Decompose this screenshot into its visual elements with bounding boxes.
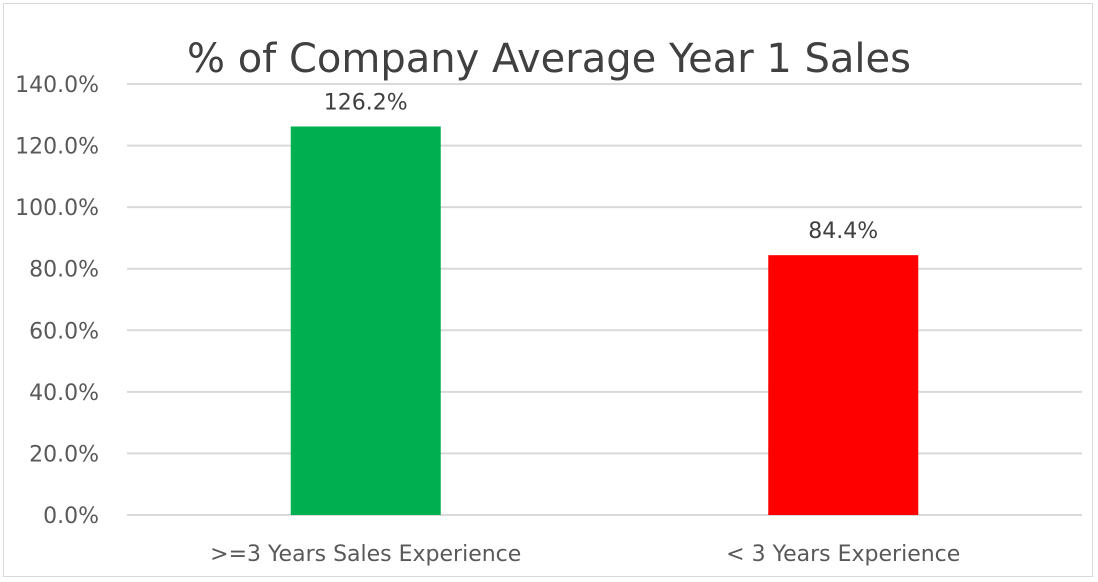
x-category-label: >=3 Years Sales Experience [210,542,521,567]
bar [768,255,919,515]
x-category-label: < 3 Years Experience [726,542,960,567]
data-labels: 126.2% 84.4% [324,90,878,244]
y-tick-label: 80.0% [29,258,99,283]
bars [290,126,919,515]
y-tick-label: 140.0% [15,73,99,98]
y-tick-label: 120.0% [15,135,99,160]
y-tick-label: 40.0% [29,381,99,406]
data-label: 126.2% [324,90,408,115]
chart-title: % of Company Average Year 1 Sales [187,36,911,82]
bar [290,126,441,515]
y-tick-label: 60.0% [29,319,99,344]
data-label: 84.4% [808,219,878,244]
y-axis-tick-labels: 0.0% 20.0% 40.0% 60.0% 80.0% 100.0% 120.0% 140.… [15,73,99,529]
y-tick-label: 100.0% [15,196,99,221]
gridlines [127,83,1082,516]
y-tick-label: 0.0% [43,504,99,529]
x-axis-category-labels: >=3 Years Sales Experience < 3 Years Expe… [210,542,960,567]
y-tick-label: 20.0% [29,442,99,467]
